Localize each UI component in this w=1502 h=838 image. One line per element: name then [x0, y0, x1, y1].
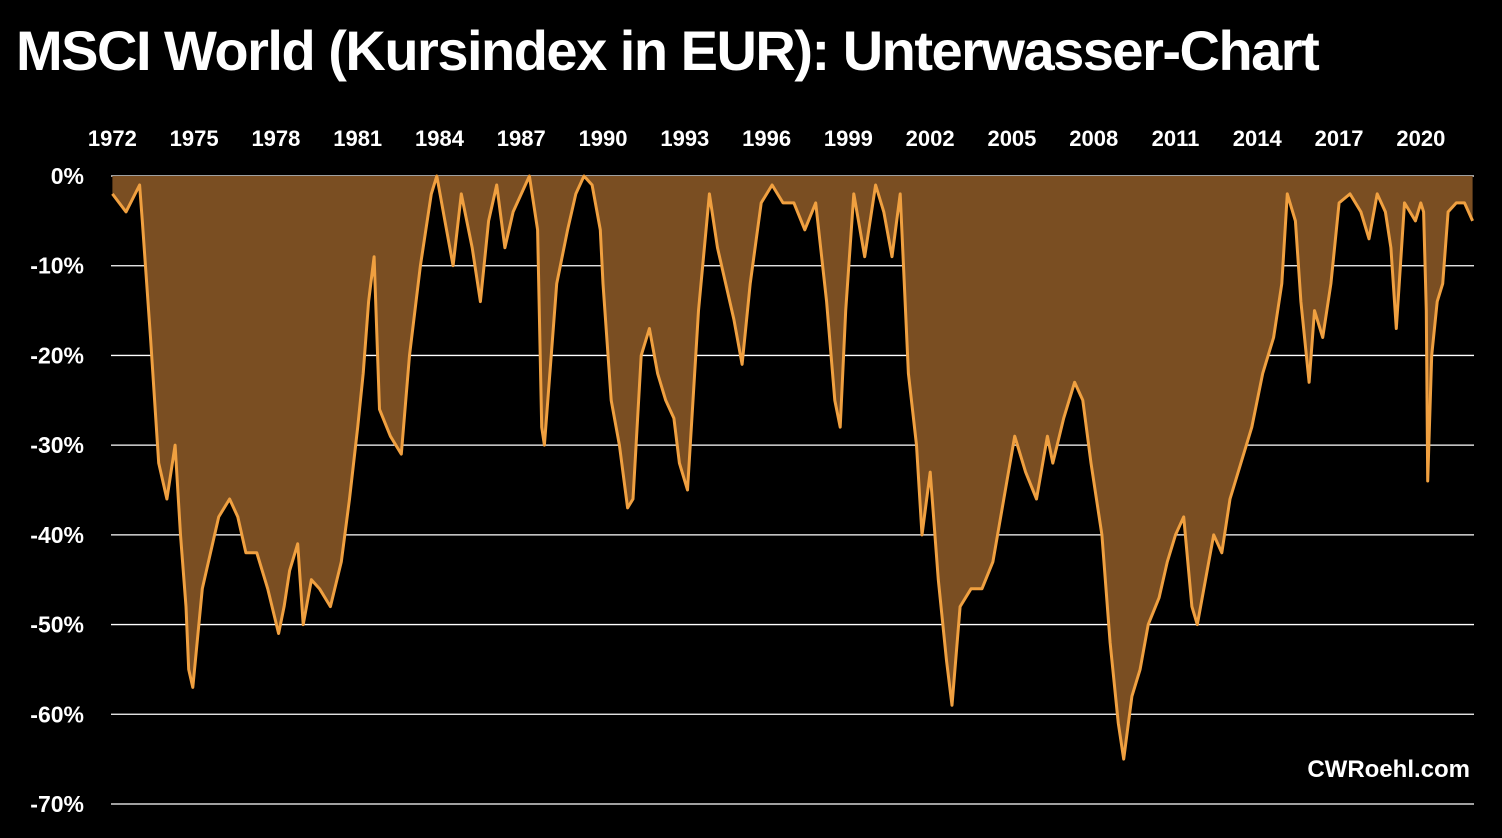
y-tick-label: -50% [30, 612, 84, 638]
x-tick-label: 1990 [579, 126, 628, 151]
x-tick-label: 1996 [742, 126, 791, 151]
drawdown-fill [112, 176, 1473, 760]
x-tick-label: 2014 [1233, 126, 1283, 151]
drawdown-line [111, 174, 1474, 761]
y-tick-label: -40% [30, 522, 84, 548]
x-tick-label: 2017 [1315, 126, 1364, 151]
y-tick-label: -20% [30, 342, 84, 368]
x-tick-label: 1978 [251, 126, 300, 151]
y-tick-label: -70% [30, 791, 84, 817]
x-tick-label: 1984 [415, 126, 465, 151]
x-tick-label: 1993 [660, 126, 709, 151]
chart-title: MSCI World (Kursindex in EUR): Unterwass… [16, 19, 1320, 82]
x-tick-label: 1972 [88, 126, 137, 151]
drawdown-area [111, 174, 1474, 761]
y-axis-ticks: 0% -10% -20% -30% -40% -50% -60% -70% [30, 163, 84, 817]
x-tick-label: 1975 [170, 126, 219, 151]
x-tick-label: 2020 [1396, 126, 1445, 151]
x-tick-label: 2008 [1069, 126, 1118, 151]
x-tick-label: 2011 [1152, 126, 1200, 151]
x-tick-label: 2002 [906, 126, 955, 151]
y-tick-label: -30% [30, 432, 84, 458]
x-tick-label: 1981 [333, 126, 382, 151]
y-tick-label: -60% [30, 701, 84, 727]
x-axis-ticks: 1972 1975 1978 1981 1984 1987 1990 1993 1996 1999… [88, 126, 1445, 151]
x-tick-label: 2005 [987, 126, 1036, 151]
credit-label: CWRoehl.com [1307, 756, 1470, 783]
y-tick-label: 0% [51, 163, 84, 189]
x-tick-label: 1999 [824, 126, 873, 151]
x-tick-label: 1987 [497, 126, 546, 151]
y-tick-label: -10% [30, 253, 84, 279]
